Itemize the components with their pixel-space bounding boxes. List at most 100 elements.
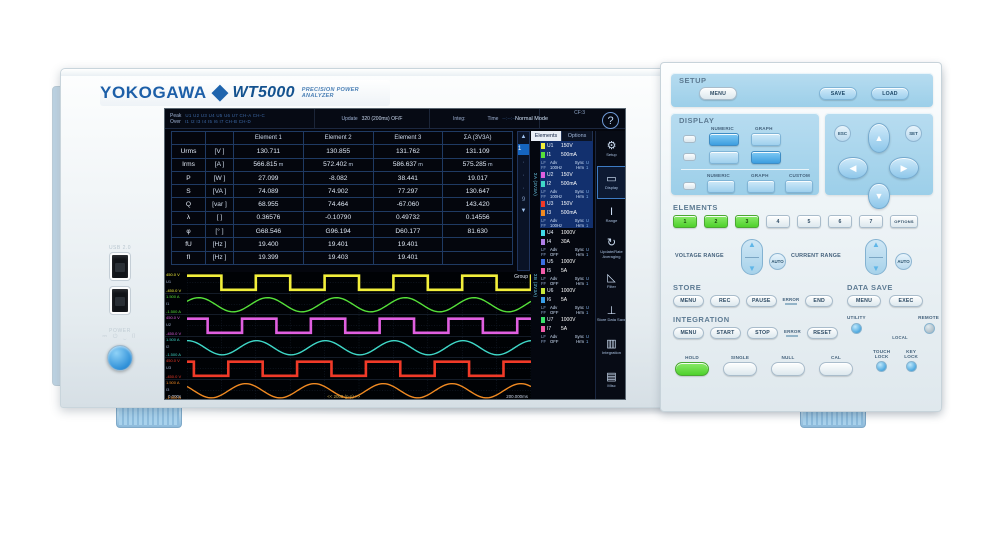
- page-dot[interactable]: ·: [522, 159, 525, 166]
- filter-icon[interactable]: ◺ Filter: [597, 265, 626, 298]
- hold-button[interactable]: [675, 362, 709, 376]
- page-dot[interactable]: ·: [522, 172, 525, 179]
- page-current[interactable]: 1: [518, 144, 529, 155]
- element-tab[interactable]: Options: [562, 131, 593, 141]
- store-pause-button[interactable]: PAUSE: [746, 295, 777, 307]
- element-button-5[interactable]: 5: [797, 215, 821, 228]
- integration-icon[interactable]: ▥ Integration: [597, 331, 626, 364]
- waveform-area[interactable]: Group 450.0 V U1 -450.0 V 1.500 A I1 -1.500 A…: [165, 272, 531, 399]
- stepper-up-icon[interactable]: ▲: [748, 240, 756, 249]
- table-row[interactable]: Urms [V ] 130.711 130.855 131.762 131.109: [171, 144, 513, 159]
- element-channel-row[interactable]: U2 150V: [540, 170, 593, 179]
- page-up-icon[interactable]: ▲: [520, 134, 527, 140]
- element-button-4[interactable]: 4: [766, 215, 790, 228]
- table-row[interactable]: S [VA ] 74.089 74.902 77.297 130.647: [171, 184, 513, 199]
- stepper-up-icon[interactable]: ▲: [872, 240, 880, 249]
- display-graph-button-1[interactable]: [751, 133, 781, 146]
- nav-left-button[interactable]: ◀: [838, 157, 868, 179]
- integration-start-button[interactable]: START: [710, 327, 741, 339]
- usb-port-1[interactable]: [110, 253, 130, 280]
- data-save-menu-button[interactable]: MENU: [847, 295, 881, 307]
- element-button-6[interactable]: 6: [828, 215, 852, 228]
- display-graph-button-2[interactable]: [751, 151, 781, 164]
- element-channel-row[interactable]: U1 150V: [540, 141, 593, 150]
- screen-icon-toolbar[interactable]: ⚙ Setup ▭ Display I Range ↻ Update/Rate Averagi…: [595, 131, 626, 399]
- table-row[interactable]: Q [var ] 68.955 74.464 -67.060 143.420: [171, 197, 513, 212]
- waveform-row[interactable]: 1.500 A I1 -1.500 A: [165, 293, 531, 315]
- help-icon[interactable]: ?: [602, 112, 619, 129]
- element-button-7[interactable]: 7: [859, 215, 883, 228]
- element-channel-row[interactable]: I4 30A: [540, 237, 593, 246]
- key-lock-button[interactable]: [905, 361, 917, 372]
- element-channel-row[interactable]: U7 1000V: [540, 315, 593, 324]
- single-button[interactable]: [723, 362, 757, 376]
- page-dot[interactable]: ·: [522, 185, 525, 192]
- current-range-stepper[interactable]: ▲ ▼: [865, 239, 887, 275]
- misc-icon[interactable]: ▤ Misc: [597, 364, 626, 397]
- setup-load-button[interactable]: LOAD: [871, 87, 909, 100]
- element-channel-row[interactable]: U5 1000V: [540, 257, 593, 266]
- store-end-button[interactable]: END: [805, 295, 833, 307]
- setup-icon[interactable]: ⚙ Setup: [597, 133, 626, 166]
- instrument-screen[interactable]: Peak U1 U2 U3 U4 U5 U6 U7 CH-A CH-C Over I…: [164, 108, 626, 400]
- element-channel-row[interactable]: I6 5A: [540, 295, 593, 304]
- setup-menu-button[interactable]: MENU: [699, 87, 737, 100]
- element-button-3[interactable]: 3: [735, 215, 759, 228]
- voltage-range-stepper[interactable]: ▲ ▼: [741, 239, 763, 275]
- esc-button[interactable]: ESC: [834, 125, 851, 142]
- stepper-down-icon[interactable]: ▼: [748, 264, 756, 273]
- waveform-row[interactable]: 450.0 V U2 -450.0 V: [165, 315, 531, 337]
- cal-button[interactable]: [819, 362, 853, 376]
- display-row3-toggle[interactable]: [683, 182, 696, 190]
- element-panel[interactable]: Elements Options ΣA (3V3A) U1 150V I1 500mA LF…: [531, 131, 593, 399]
- nav-down-button[interactable]: ▼: [868, 183, 890, 209]
- stepper-down-icon[interactable]: ▼: [872, 264, 880, 273]
- waveform-row[interactable]: 450.0 V U1 -450.0 V: [165, 272, 531, 294]
- element-button-1[interactable]: 1: [673, 215, 697, 228]
- page-last[interactable]: 9: [521, 197, 526, 203]
- table-row[interactable]: φ [° ] G68.546 G96.194 D60.177 81.630: [171, 224, 513, 239]
- power-button[interactable]: [107, 345, 133, 371]
- integration-reset-button[interactable]: RESET: [806, 327, 838, 339]
- touch-lock-button[interactable]: [876, 361, 888, 372]
- element-group[interactable]: ΣB (3V3A) U4 1000V I4 30A LF FF Adv OFF Sync Hrm U 1…: [531, 228, 593, 344]
- table-row[interactable]: Irms [A ] 566.815 m 572.402 m 586.637 m 575.2…: [171, 157, 513, 172]
- display-row2-toggle[interactable]: [683, 153, 696, 161]
- element-tab[interactable]: Elements: [531, 131, 562, 141]
- utility-led[interactable]: [851, 323, 862, 334]
- element-channel-row[interactable]: I5 5A: [540, 266, 593, 275]
- display-numeric-button-2[interactable]: [709, 151, 739, 164]
- waveform-row[interactable]: 1.500 A I3 -1.500 A: [165, 379, 531, 399]
- integration-menu-button[interactable]: MENU: [673, 327, 704, 339]
- element-channel-row[interactable]: I1 500mA: [540, 150, 593, 159]
- range-icon[interactable]: I Range: [597, 199, 626, 232]
- set-button[interactable]: SET: [905, 125, 922, 142]
- store-rec-button[interactable]: REC: [709, 295, 741, 307]
- element-channel-row[interactable]: I7 5A: [540, 324, 593, 333]
- table-row[interactable]: P [W ] 27.099 -8.082 38.441 19.017: [171, 170, 513, 186]
- element-channel-row[interactable]: I2 500mA: [540, 179, 593, 188]
- averaging-icon[interactable]: ↻ Update/Rate Averaging: [597, 232, 626, 265]
- current-auto-button[interactable]: AUTO: [895, 253, 912, 270]
- nav-right-button[interactable]: ▶: [889, 157, 919, 179]
- remote-led[interactable]: [924, 323, 935, 334]
- setup-save-button[interactable]: SAVE: [819, 87, 857, 100]
- nav-up-button[interactable]: ▲: [868, 123, 890, 153]
- display-numeric-button-1[interactable]: [709, 133, 739, 146]
- display-numeric-button-3[interactable]: [707, 180, 735, 193]
- display-row1-toggle[interactable]: [683, 135, 696, 143]
- element-group[interactable]: ΣA (3V3A) U1 150V I1 500mA LF FF Adv 100Hz Sync Hr…: [531, 141, 593, 228]
- page-selector[interactable]: ▲ 1 · · · 9 ▼: [517, 131, 530, 271]
- table-row[interactable]: λ[ ] 0.36576 -0.10790 0.49732 0.14556: [171, 210, 513, 226]
- usb-port-2[interactable]: [110, 287, 130, 314]
- page-down-icon[interactable]: ▼: [520, 208, 527, 214]
- store-menu-button[interactable]: MENU: [673, 295, 704, 307]
- table-row[interactable]: fI [Hz ] 19.399 19.403 19.401: [171, 250, 513, 265]
- elements-options-button[interactable]: OPTIONS: [890, 215, 918, 228]
- element-button-2[interactable]: 2: [704, 215, 728, 228]
- store-icon[interactable]: ⊥ Store Data Save: [597, 298, 625, 331]
- element-channel-row[interactable]: U4 1000V: [540, 228, 593, 237]
- display-graph-button-3[interactable]: [747, 180, 775, 193]
- null-button[interactable]: [771, 362, 805, 376]
- data-save-exec-button[interactable]: EXEC: [889, 295, 923, 307]
